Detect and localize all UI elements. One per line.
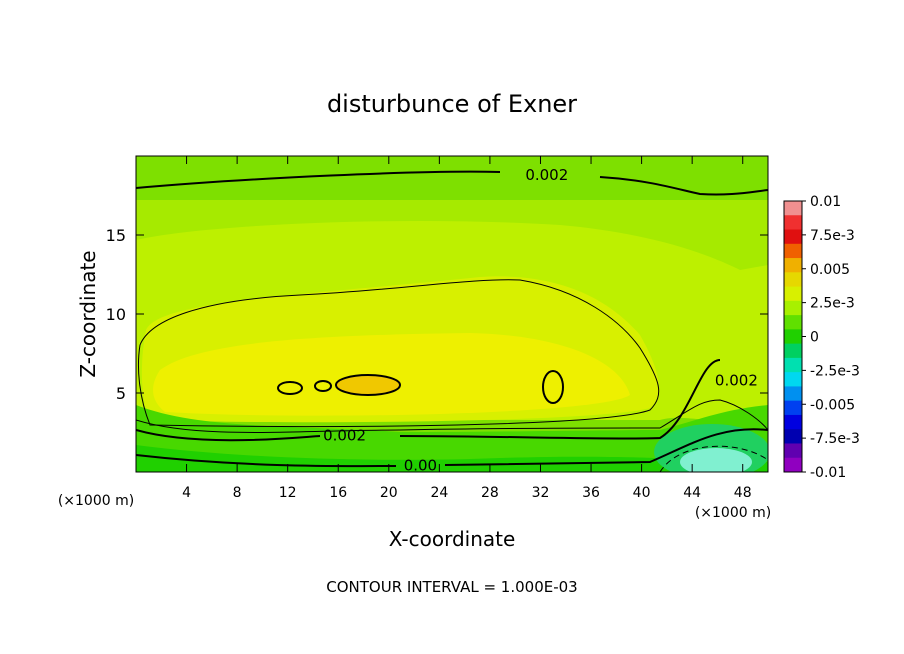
- x-tick-label: 8: [233, 485, 242, 501]
- x-tick-label: 28: [481, 485, 499, 501]
- colorbar-swatch: [784, 329, 802, 345]
- contour-top: [136, 170, 768, 196]
- y-axis-label: Z-coordinate: [76, 250, 100, 377]
- contour-thin-outer: [138, 279, 660, 427]
- colorbar-swatch: [784, 357, 802, 373]
- colorbar-swatch: [784, 343, 802, 359]
- contour-lower-thin: [136, 399, 768, 433]
- contour-blob-4: [542, 370, 564, 404]
- contour-field: [136, 156, 768, 472]
- colorbar-label: -0.005: [810, 397, 855, 413]
- x-tick-label: 24: [430, 485, 448, 501]
- contour-negative: [659, 445, 768, 472]
- contour-blob-3: [335, 374, 401, 396]
- contour-label: 0.002: [525, 166, 568, 184]
- colorbar-swatch: [784, 400, 802, 416]
- x-tick-label: 48: [734, 485, 752, 501]
- colorbar-swatch: [784, 315, 802, 330]
- colorbar-swatch: [784, 414, 802, 430]
- colorbar-swatch: [784, 300, 802, 316]
- colorbar-swatch: [784, 372, 802, 387]
- x-unit-right: (×1000 m): [695, 505, 771, 521]
- colorbar-label: 0: [810, 330, 819, 346]
- colorbar-label: 2.5e-3: [810, 296, 855, 312]
- contour-lower-thick: [136, 359, 721, 442]
- negative-region-core: [680, 448, 752, 472]
- x-unit-left: (×1000 m): [58, 493, 134, 509]
- contour-blob-1: [277, 381, 303, 395]
- contour-interval-note: CONTOUR INTERVAL = 1.000E-03: [326, 578, 577, 596]
- field-band-warm: [153, 333, 630, 416]
- colorbar-label: -2.5e-3: [810, 363, 860, 379]
- contour-label: 0.002: [715, 371, 758, 389]
- field-band-lower: [136, 405, 768, 472]
- chart-title: disturbunce of Exner: [327, 90, 577, 118]
- right-edge-bulge: [748, 269, 768, 341]
- colorbar-label: 0.01: [810, 194, 841, 210]
- colorbar-labels: 0.01 7.5e-3 0.005 2.5e-3 0 -2.5e-3 -0.005 -7.5e…: [810, 194, 860, 481]
- axis-ticks: [136, 156, 768, 472]
- colorbar-label: -7.5e-3: [810, 431, 860, 447]
- colorbar-swatch: [784, 386, 802, 402]
- x-tick-label: 40: [633, 485, 651, 501]
- colorbar-swatch: [784, 243, 802, 259]
- x-tick-label: 16: [329, 485, 347, 501]
- colorbar-label: -0.01: [810, 465, 846, 481]
- colorbar-swatch: [784, 201, 802, 216]
- contour-label-layer: 0.002 0.002 0.002 0.00: [323, 166, 758, 475]
- x-tick-label: 20: [380, 485, 398, 501]
- x-tick-label: 32: [532, 485, 550, 501]
- y-tick-label: 10: [106, 305, 126, 324]
- colorbar-swatch: [784, 443, 802, 459]
- y-tick-label: 15: [106, 226, 126, 245]
- x-tick-label: 44: [683, 485, 701, 501]
- colorbar-swatch: [784, 229, 802, 245]
- colorbar: [783, 200, 806, 473]
- colorbar-swatch: [784, 272, 802, 288]
- colorbar-swatch: [784, 286, 802, 302]
- colorbar-label: 7.5e-3: [810, 228, 855, 244]
- x-axis-label: X-coordinate: [389, 527, 516, 551]
- y-tick-label: 5: [116, 384, 126, 403]
- x-tick-label: 36: [582, 485, 600, 501]
- colorbar-swatch: [784, 457, 802, 473]
- contour-label: 0.002: [323, 427, 366, 445]
- colorbar-swatch: [784, 258, 802, 273]
- colorbar-label: 0.005: [810, 262, 850, 278]
- contour-lines: [136, 170, 768, 472]
- contour-blob-2: [314, 380, 332, 392]
- x-tick-label: 4: [182, 485, 191, 501]
- colorbar-swatch: [784, 429, 802, 444]
- contour-label: 0.00: [404, 457, 437, 475]
- contour-bottom: [136, 428, 768, 468]
- x-tick-label: 12: [279, 485, 297, 501]
- colorbar-swatch: [784, 215, 802, 231]
